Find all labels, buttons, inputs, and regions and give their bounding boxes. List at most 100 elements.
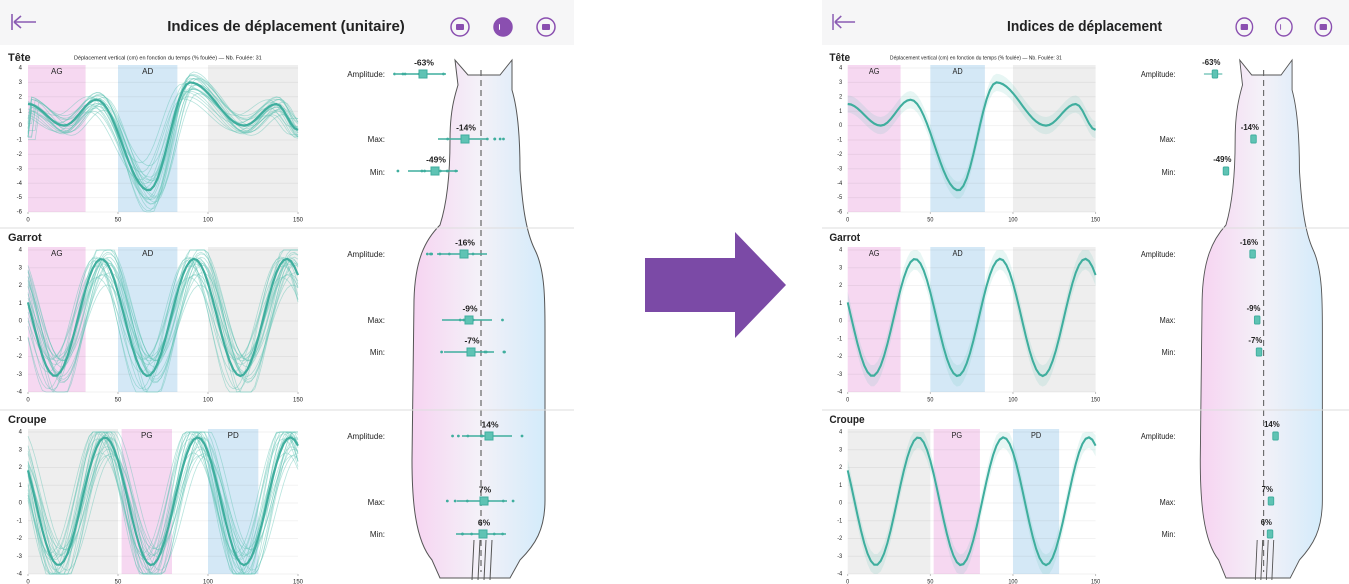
outlier-dot	[438, 252, 442, 256]
header-icon[interactable]	[450, 17, 470, 37]
index-label: Max:	[368, 498, 385, 507]
outlier-dot	[511, 499, 515, 503]
y-tick-label: 2	[19, 283, 23, 289]
stride-curve	[27, 452, 299, 561]
y-tick-label: 4	[19, 430, 23, 436]
outlier-dot	[479, 434, 483, 438]
outlier-dot	[393, 72, 396, 76]
index-value: 7%	[479, 484, 492, 494]
outlier-dot	[420, 169, 424, 173]
header-icon[interactable]	[1274, 17, 1293, 37]
y-tick-label: -3	[837, 372, 842, 378]
y-tick-label: -3	[837, 554, 842, 560]
stride-curve	[27, 431, 299, 575]
y-tick-label: 2	[839, 94, 842, 100]
box	[1222, 166, 1230, 176]
index-value: -14%	[1241, 123, 1260, 132]
outlier-dot	[451, 434, 454, 438]
mean-curve	[26, 436, 299, 567]
box	[478, 529, 488, 539]
header-icon[interactable]	[493, 17, 513, 37]
box	[484, 431, 494, 441]
index-value: 14%	[481, 419, 498, 429]
index-label: Min:	[1162, 348, 1176, 357]
y-tick-label: -2	[17, 354, 23, 360]
outlier-dot	[462, 318, 466, 322]
stride-curve	[27, 259, 299, 390]
band-label: PG	[141, 431, 153, 440]
phase-band	[847, 65, 901, 212]
outlier-dot	[396, 169, 400, 173]
index-label: Amplitude:	[1141, 432, 1176, 441]
back-button[interactable]	[832, 14, 856, 30]
header-bar	[0, 0, 574, 45]
phase-band	[930, 65, 985, 212]
stride-curve	[27, 87, 299, 200]
y-tick-label: 2	[19, 465, 23, 471]
box	[1266, 529, 1274, 539]
y-tick-label: -4	[17, 181, 23, 187]
y-tick-label: -5	[837, 195, 842, 201]
x-tick-label: 100	[203, 218, 214, 224]
stride-curve	[27, 90, 298, 173]
header-icon[interactable]	[1314, 17, 1333, 37]
header-icon[interactable]	[1235, 17, 1254, 37]
y-tick-label: -1	[17, 138, 23, 144]
phase-band	[258, 429, 298, 574]
x-tick-label: 50	[927, 397, 933, 403]
index-label: Amplitude:	[347, 432, 385, 441]
stride-curve	[27, 433, 299, 558]
phase-band	[1012, 65, 1096, 212]
section-title: Garrot	[829, 232, 860, 245]
mean-curve	[847, 81, 1097, 192]
y-tick-label: 4	[839, 429, 843, 435]
band-label: AG	[51, 249, 63, 258]
y-tick-label: 1	[839, 109, 842, 115]
band-label: AD	[142, 67, 153, 76]
mean-curve	[26, 257, 300, 378]
x-tick-label: 150	[1091, 579, 1100, 584]
back-button[interactable]	[11, 14, 36, 30]
box	[1249, 249, 1256, 259]
horse-tail	[1260, 539, 1264, 581]
y-tick-label: 3	[19, 447, 23, 453]
stride-curve	[27, 257, 299, 393]
outlier-dot	[492, 532, 496, 536]
phase-band	[1059, 429, 1096, 574]
index-value: -63%	[1202, 58, 1221, 67]
phase-band	[28, 247, 86, 392]
box	[430, 166, 440, 176]
stride-curve	[27, 75, 299, 213]
outlier-dot	[445, 169, 449, 173]
x-tick-label: 150	[293, 218, 304, 224]
outlier-dot	[501, 532, 504, 536]
index-label: Min:	[1162, 530, 1176, 539]
index-value: 6%	[1261, 518, 1273, 527]
horse-tail	[477, 539, 481, 581]
y-tick-label: 0	[19, 319, 23, 325]
x-tick-label: 0	[846, 397, 849, 403]
stride-curve	[27, 88, 299, 201]
outlier-dot	[446, 137, 450, 141]
y-tick-label: 1	[19, 109, 23, 115]
outlier-dot	[460, 532, 464, 536]
band-label: PG	[951, 431, 962, 440]
stride-curve	[27, 431, 298, 575]
index-value: 7%	[1262, 485, 1274, 494]
mean-curve	[846, 436, 1097, 567]
phase-band	[118, 247, 178, 392]
box	[1250, 134, 1257, 144]
box	[418, 69, 428, 79]
horse-tail	[483, 539, 487, 581]
phase-band	[930, 247, 985, 392]
stride-curve	[27, 455, 299, 571]
y-tick-label: 4	[839, 247, 843, 253]
x-tick-label: 0	[846, 217, 849, 223]
outlier-dot	[429, 252, 432, 256]
outlier-dot	[438, 169, 442, 173]
y-tick-label: -1	[837, 137, 842, 143]
outlier-dot	[498, 137, 502, 141]
header-icon[interactable]	[536, 17, 556, 37]
stride-curve	[28, 84, 299, 205]
outlier-dot	[442, 72, 445, 76]
